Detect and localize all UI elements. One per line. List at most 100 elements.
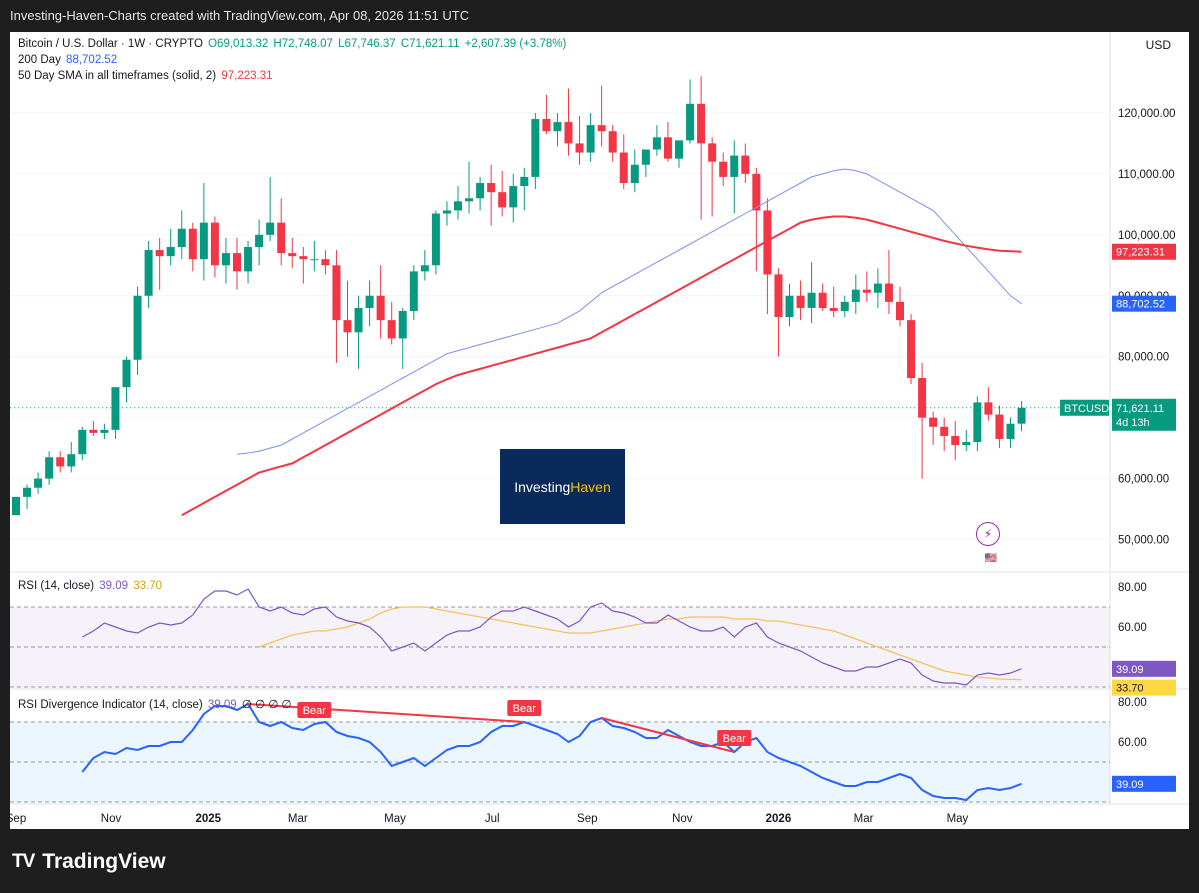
candle [752, 167, 761, 272]
candle-body [708, 143, 717, 162]
candle [465, 161, 474, 214]
candle-body [387, 320, 396, 339]
rsi-value-tag: 39.09 [1116, 664, 1144, 676]
candle-body [12, 496, 20, 516]
candle [608, 125, 617, 162]
bear-label-bg [717, 730, 752, 746]
candle [995, 405, 1004, 449]
candle [641, 149, 650, 177]
candle-body [67, 454, 76, 467]
candle [873, 268, 882, 308]
candle [520, 167, 529, 211]
legend-rsi-value: 39.09 [99, 580, 129, 592]
candle-body [409, 271, 418, 311]
candle [818, 283, 827, 311]
candle-body [553, 122, 562, 132]
price-y-tick-label: 80,000.00 [1118, 352, 1169, 364]
candle [23, 484, 32, 510]
legend-sma50-value: 97,223.31 [221, 70, 273, 82]
x-axis-tick-label: 2025 [195, 813, 221, 825]
candle-body [719, 161, 728, 177]
candle-body [431, 213, 440, 266]
candle-body [476, 183, 485, 199]
candle-body [940, 426, 949, 436]
candle [431, 210, 440, 275]
candle-body [829, 307, 838, 311]
candle [67, 442, 76, 473]
candle-body [697, 103, 706, 144]
candle-body [818, 292, 827, 308]
bear-label: Bear [723, 733, 747, 745]
candle [398, 307, 407, 369]
price-tag-bg [1112, 398, 1176, 431]
div-rsi-line [81, 702, 1022, 802]
price-chart-svg[interactable]: 50,000.0060,000.0070,000.0080,000.0090,0… [10, 32, 1189, 829]
candle-body [376, 295, 385, 321]
candle-body [741, 155, 750, 174]
candle-body [34, 478, 43, 488]
candle [420, 250, 429, 281]
legend-high: H72,748.07 [273, 38, 333, 50]
us-flag-events-icon[interactable]: 🇺🇸 [984, 552, 998, 564]
candle [177, 210, 186, 260]
legend-sma200-row: 200 Day 88,702.52 [18, 54, 117, 66]
candle [686, 79, 695, 144]
candle-body [45, 457, 54, 479]
candle [89, 420, 98, 436]
candle [221, 237, 230, 284]
legend-divergence-row: RSI Divergence Indicator (14, close) 39.… [18, 697, 292, 711]
candle-body [144, 250, 153, 296]
candle-body [619, 152, 628, 184]
price-countdown-tag: 4d 13h [1116, 417, 1150, 429]
candle [354, 295, 363, 369]
x-axis-tick-label: Nov [101, 813, 122, 825]
candle-body [1017, 407, 1026, 424]
sma50-value-tag: 97,223.31 [1116, 247, 1165, 259]
candle-body [641, 149, 650, 165]
candle [719, 152, 728, 187]
candle [321, 250, 330, 275]
candle-body [907, 320, 916, 379]
candle-body [299, 256, 308, 260]
candle-body [752, 173, 761, 211]
candle [188, 222, 197, 272]
price-y-tick-label: 60,000.00 [1118, 474, 1169, 486]
candle-body [575, 143, 584, 153]
candle-body [542, 119, 551, 132]
ticker-tag-bg [1060, 399, 1109, 416]
candle-body [100, 429, 109, 433]
candle-body [652, 137, 661, 150]
legend-close: C71,621.11 [400, 38, 460, 50]
candle-body [498, 192, 507, 208]
candle [1006, 417, 1015, 449]
candle-body [354, 307, 363, 333]
candle [553, 112, 562, 147]
rsi-ma-value-tag: 33.70 [1116, 683, 1144, 695]
candle [730, 140, 739, 214]
candle-body [233, 253, 241, 272]
candle [542, 94, 551, 135]
candle [199, 183, 208, 281]
rsi-value-tag-bg [1112, 660, 1176, 677]
div-value-tag-bg [1112, 775, 1176, 792]
legend-rsi-ma-value: 33.70 [133, 580, 163, 592]
currency-label: USD [1145, 38, 1171, 52]
legend-sma200-label: 200 Day [18, 54, 61, 66]
candle [155, 237, 164, 290]
sma200-value-tag-bg [1112, 295, 1176, 312]
flash-icon[interactable]: ⚡ [976, 522, 1000, 546]
legend-change: +2,607.39 (+3.78%) [464, 38, 567, 50]
price-y-tick-label: 50,000.00 [1118, 535, 1169, 547]
bear-label: Bear [513, 703, 537, 715]
candle-body [122, 359, 131, 388]
candle-body [973, 402, 982, 443]
candle-body [442, 210, 451, 214]
candle [884, 250, 893, 315]
candle-body [78, 429, 87, 455]
candle [166, 228, 175, 266]
rsi-ma-line [258, 606, 1022, 681]
price-y-tick-label: 100,000.00 [1118, 230, 1176, 242]
candle [476, 176, 485, 211]
candle [111, 387, 120, 439]
candle-body [1006, 423, 1015, 439]
